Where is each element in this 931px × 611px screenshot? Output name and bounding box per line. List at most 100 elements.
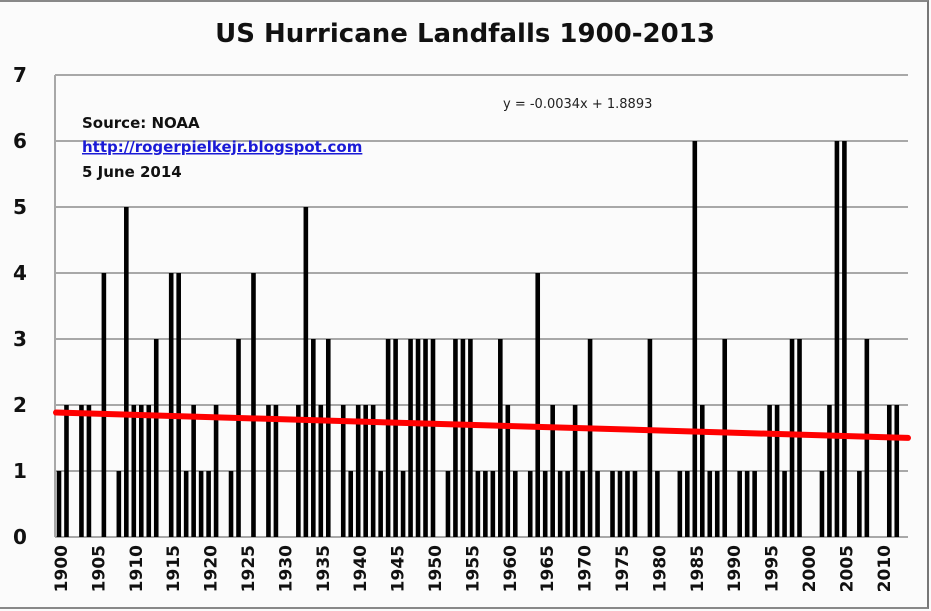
bar-2003 <box>827 405 832 537</box>
bar-1961 <box>512 471 518 537</box>
x-tick-label: 1965 <box>538 545 558 592</box>
bar-1960 <box>505 405 511 537</box>
bar-1904 <box>86 405 92 537</box>
bar-1995 <box>767 405 772 537</box>
bar-1909 <box>124 207 129 537</box>
bar-1921 <box>213 405 219 537</box>
bar-1999 <box>797 339 802 537</box>
bar-1963 <box>527 471 533 537</box>
bar-1911 <box>138 405 144 537</box>
bar-1950 <box>430 339 436 537</box>
bar-1912 <box>146 405 152 537</box>
bar-1993 <box>752 471 757 537</box>
bar-1941 <box>363 405 368 537</box>
x-tick-label: 1940 <box>351 545 371 592</box>
trendline-group <box>53 409 911 441</box>
bar-2011 <box>886 405 892 537</box>
x-tick-label: 1995 <box>763 545 783 592</box>
bar-1900 <box>56 471 62 537</box>
bar-1974 <box>610 471 615 537</box>
bar-1901 <box>64 405 69 537</box>
gridlines <box>54 74 908 538</box>
x-tick-label: 1960 <box>501 545 521 592</box>
x-tick-label: 2000 <box>800 545 820 592</box>
bar-1920 <box>206 471 211 537</box>
bar-1924 <box>236 339 241 537</box>
bar-1938 <box>340 405 346 537</box>
date-note: 5 June 2014 <box>82 163 182 181</box>
bar-1984 <box>685 471 690 537</box>
bar-1966 <box>550 405 555 537</box>
bar-2012 <box>894 405 900 537</box>
bar-1988 <box>714 471 720 537</box>
bar-1986 <box>699 405 705 537</box>
bar-1903 <box>79 405 84 537</box>
bar-2005 <box>842 141 847 537</box>
bar-1926 <box>251 273 256 537</box>
bar-1913 <box>153 339 159 537</box>
blog-link[interactable]: http://rogerpielkejr.blogspot.com <box>82 138 362 156</box>
bar-1996 <box>774 405 780 537</box>
bar-1977 <box>632 471 638 537</box>
bar-2007 <box>857 471 862 537</box>
bar-1918 <box>191 405 196 537</box>
bar-1998 <box>789 339 795 537</box>
bar-1965 <box>542 471 548 537</box>
bar-1954 <box>460 339 466 537</box>
bar-1946 <box>400 471 406 537</box>
bar-1959 <box>498 339 503 537</box>
bar-1953 <box>453 339 458 537</box>
bar-1919 <box>198 471 204 537</box>
bar-1991 <box>737 471 742 537</box>
y-tick-label: 0 <box>13 525 27 549</box>
bar-1972 <box>595 471 600 537</box>
bar-1987 <box>707 471 713 537</box>
bar-1968 <box>565 471 570 537</box>
bar-1906 <box>101 273 107 537</box>
bar-1985 <box>692 141 698 537</box>
y-tick-label: 4 <box>13 261 27 285</box>
bar-1992 <box>744 471 750 537</box>
x-tick-label: 1900 <box>52 545 72 592</box>
bar-1969 <box>572 405 578 537</box>
bar-1917 <box>183 471 189 537</box>
bar-1935 <box>318 405 324 537</box>
x-tick-label: 1915 <box>164 545 184 592</box>
bar-1943 <box>378 471 383 537</box>
chart-title: US Hurricane Landfalls 1900-2013 <box>215 19 715 49</box>
bar-1942 <box>370 405 376 537</box>
bar-1916 <box>176 273 181 537</box>
bar-1970 <box>580 471 585 537</box>
bar-1948 <box>415 339 421 537</box>
bar-1940 <box>355 405 361 537</box>
y-tick-label: 3 <box>13 327 27 351</box>
bar-1939 <box>348 471 354 537</box>
x-tick-label: 1980 <box>650 545 670 592</box>
bar-1979 <box>647 339 653 537</box>
bar-1975 <box>617 471 623 537</box>
bar-1958 <box>490 471 496 537</box>
bar-1949 <box>423 339 428 537</box>
bar-1955 <box>468 339 473 537</box>
bar-2002 <box>819 471 825 537</box>
bar-1923 <box>228 471 234 537</box>
bar-1929 <box>273 405 279 537</box>
x-axis-ticks: 1900 1905 1910 1915 1920 1925 1930 1935 1940 1945… <box>52 545 895 592</box>
trendline <box>53 409 911 441</box>
bar-1928 <box>266 405 271 537</box>
bar-1952 <box>445 471 451 537</box>
bar-1957 <box>483 471 488 537</box>
bar-1934 <box>311 339 316 537</box>
x-tick-label: 1950 <box>426 545 446 592</box>
x-tick-label: 1910 <box>127 545 147 592</box>
bar-2004 <box>834 141 840 537</box>
bar-1964 <box>535 273 541 537</box>
x-tick-label: 2005 <box>837 545 857 592</box>
bar-1976 <box>625 471 630 537</box>
bars <box>56 141 900 537</box>
source-note: Source: NOAA <box>82 114 200 132</box>
bar-1997 <box>782 471 787 537</box>
x-tick-label: 1955 <box>463 545 483 592</box>
bar-1983 <box>677 471 683 537</box>
